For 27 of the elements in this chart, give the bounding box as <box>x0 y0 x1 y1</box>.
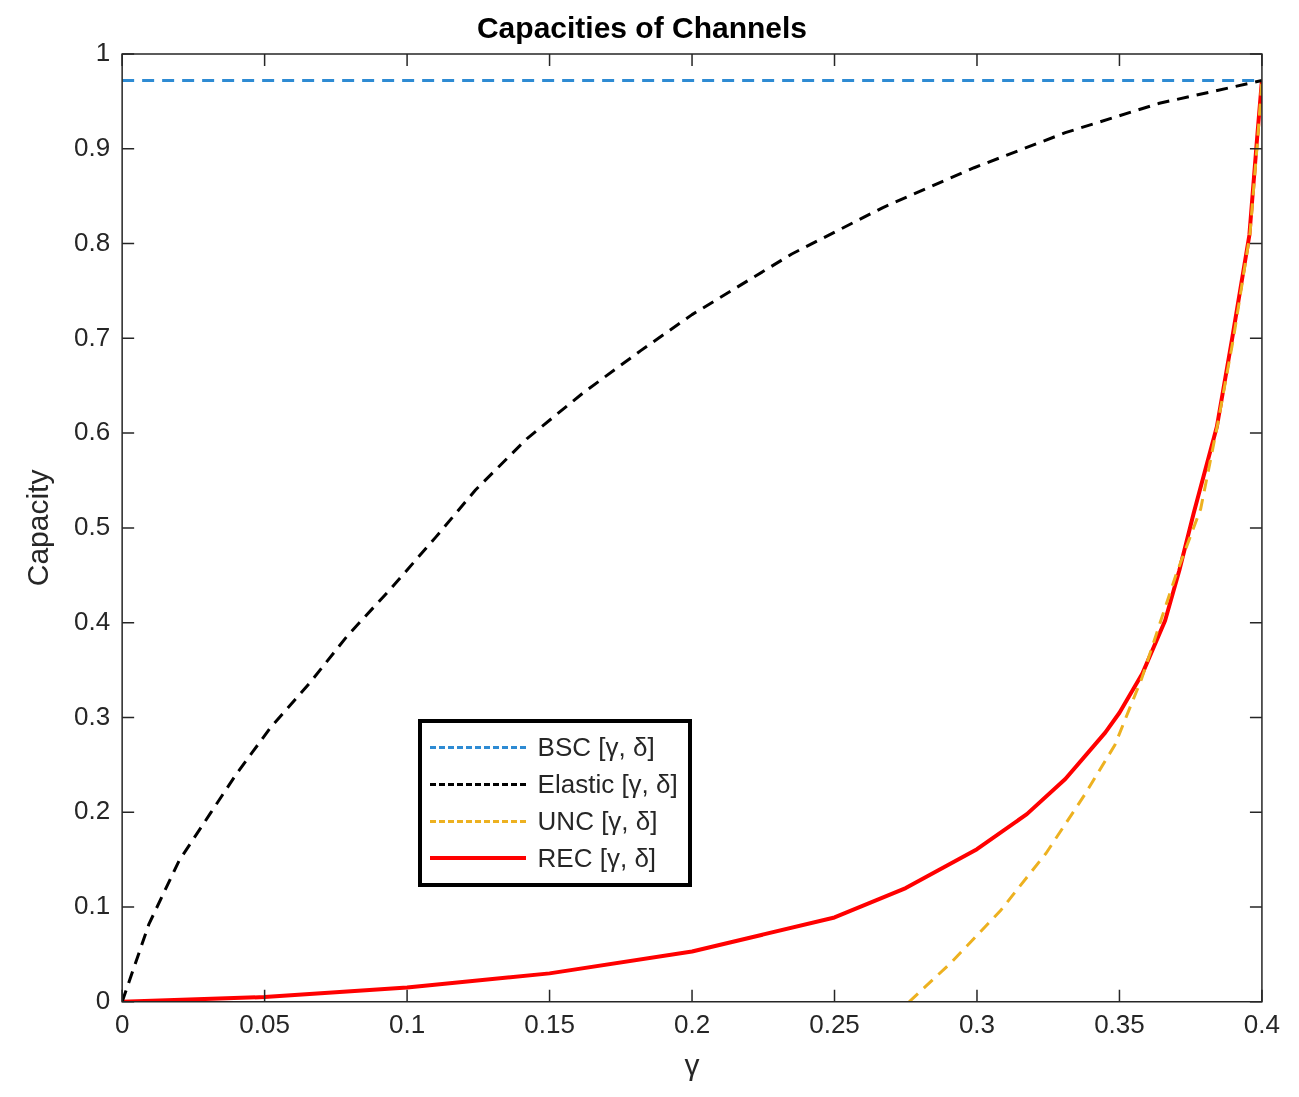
y-tick-label: 0.8 <box>73 226 111 257</box>
x-tick-label: 0.15 <box>524 1008 575 1039</box>
y-tick-label: 0.1 <box>73 890 111 921</box>
y-tick-label: 0.7 <box>73 321 111 352</box>
legend-label: BSC [γ, δ] <box>537 731 655 763</box>
x-axis-title: γ <box>684 1048 700 1082</box>
x-tick-label: 0.05 <box>239 1008 290 1039</box>
y-tick-label: 0 <box>95 984 111 1015</box>
y-tick-label: 0.2 <box>73 795 111 826</box>
y-tick-label: 0.3 <box>73 700 111 731</box>
x-tick-label: 0.3 <box>958 1008 996 1039</box>
x-tick-label: 0.2 <box>673 1008 711 1039</box>
legend-label: REC [γ, δ] <box>537 842 657 874</box>
legend-label: Elastic [γ, δ] <box>537 768 678 800</box>
x-tick-label: 0.25 <box>809 1008 860 1039</box>
x-tick-label: 0.4 <box>1243 1008 1281 1039</box>
y-axis-title: Capacity <box>21 469 55 587</box>
y-tick-label: 0.5 <box>73 511 111 542</box>
chart-title: Capacities of Channels <box>476 11 808 45</box>
x-tick-label: 0.35 <box>1094 1008 1145 1039</box>
y-tick-label: 0.4 <box>73 605 111 636</box>
y-tick-label: 1 <box>95 37 111 68</box>
y-tick-label: 0.9 <box>73 131 111 162</box>
legend-label: UNC [γ, δ] <box>537 805 658 837</box>
x-tick-label: 0 <box>114 1008 130 1039</box>
y-tick-label: 0.6 <box>73 416 111 447</box>
x-tick-label: 0.1 <box>389 1008 426 1039</box>
